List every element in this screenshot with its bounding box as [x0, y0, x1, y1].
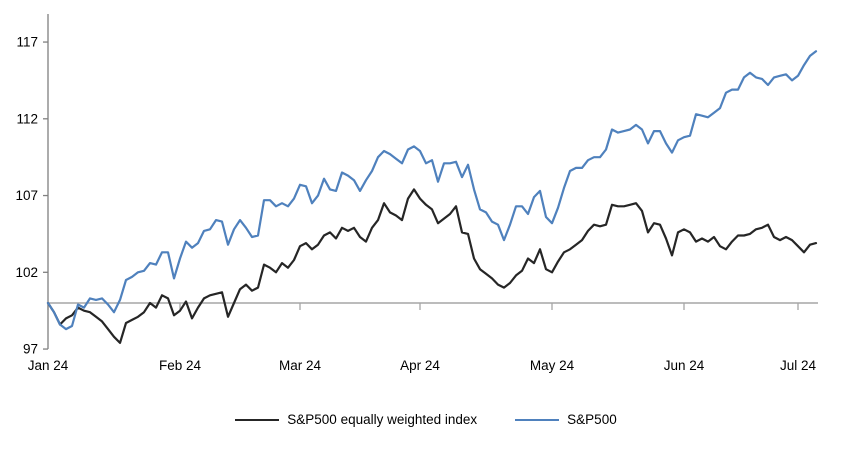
x-tick-label: Jun 24 — [664, 358, 705, 373]
x-tick-label: Apr 24 — [400, 358, 440, 373]
x-tick-label: May 24 — [530, 358, 575, 373]
legend-line-swatch-black — [235, 418, 280, 421]
x-tick-label: Jul 24 — [780, 358, 817, 373]
series-line-sp500-equal-weight — [46, 188, 818, 344]
legend-item-sp500: S&P500 — [515, 412, 617, 427]
y-tick-label: 102 — [15, 265, 38, 280]
legend-item-sp500-equal-weight: S&P500 equally weighted index — [235, 412, 477, 427]
y-tick-label: 107 — [15, 188, 38, 203]
x-tick-label: Jan 24 — [28, 358, 69, 373]
legend-label: S&P500 — [567, 412, 617, 427]
y-tick-label: 97 — [23, 342, 38, 357]
legend-line-swatch-blue — [515, 418, 560, 421]
chart-legend: S&P500 equally weighted index S&P500 — [0, 412, 852, 427]
x-tick-label: Mar 24 — [279, 358, 322, 373]
series-line-sp500 — [46, 50, 818, 331]
legend-label: S&P500 equally weighted index — [287, 412, 478, 427]
y-tick-label: 117 — [16, 35, 38, 50]
x-tick-label: Feb 24 — [159, 358, 202, 373]
y-tick-label: 112 — [16, 111, 38, 126]
